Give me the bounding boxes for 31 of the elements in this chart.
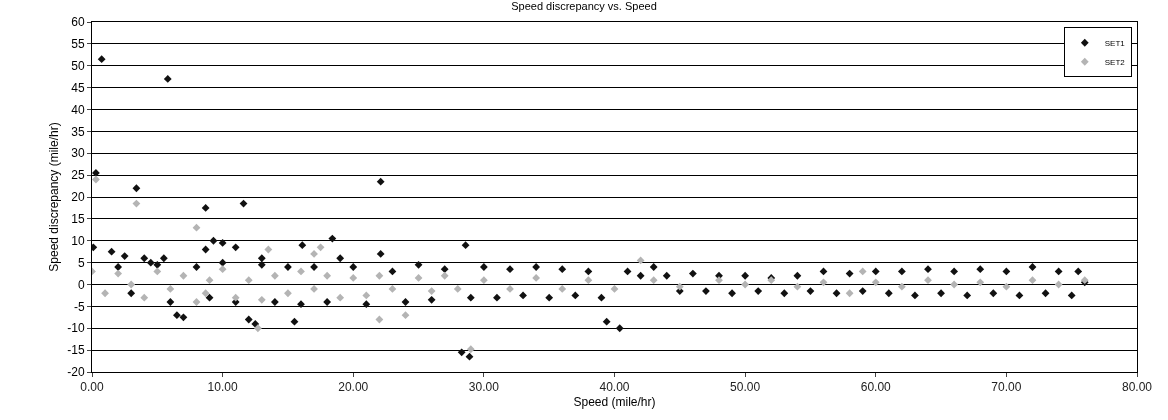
y-tick-label: -5 <box>73 299 85 314</box>
legend-label: SET2 <box>1104 57 1126 67</box>
y-tick-label: -15 <box>67 343 85 358</box>
legend-label: SET1 <box>1104 38 1126 48</box>
x-tick-label: 0.00 <box>80 380 104 395</box>
y-tick-label: 20 <box>71 190 85 205</box>
y-tick-label: 0 <box>77 277 85 292</box>
y-tick-label: 60 <box>71 15 85 30</box>
y-tick-label: -10 <box>67 321 85 336</box>
y-tick-label: 5 <box>77 255 85 270</box>
y-tick-label: 25 <box>71 168 85 183</box>
x-tick-label: 60.00 <box>860 380 892 395</box>
y-tick-label: 10 <box>71 233 85 248</box>
y-tick-label: 30 <box>71 146 85 161</box>
x-tick-label: 80.00 <box>1121 380 1153 395</box>
y-tick-label: 50 <box>71 58 85 73</box>
y-tick-label: 15 <box>71 212 85 227</box>
y-axis-title: Speed discrepancy (mile/hr) <box>46 122 61 272</box>
chart-title: Speed discrepancy vs. Speed <box>511 0 657 12</box>
x-tick-label: 40.00 <box>599 380 630 395</box>
x-axis-title: Speed (mile/hr) <box>573 395 656 410</box>
x-tick-label: 70.00 <box>991 380 1022 395</box>
x-tick-label: 10.00 <box>207 380 238 395</box>
y-tick-label: 55 <box>71 37 85 52</box>
y-tick-label: 40 <box>71 102 85 117</box>
y-tick-label: 35 <box>71 124 85 139</box>
y-tick-label: 45 <box>71 80 85 95</box>
x-tick-label: 30.00 <box>468 380 500 395</box>
x-tick-label: 50.00 <box>730 380 761 395</box>
x-tick-label: 20.00 <box>338 380 369 395</box>
y-tick-label: -20 <box>67 365 85 380</box>
